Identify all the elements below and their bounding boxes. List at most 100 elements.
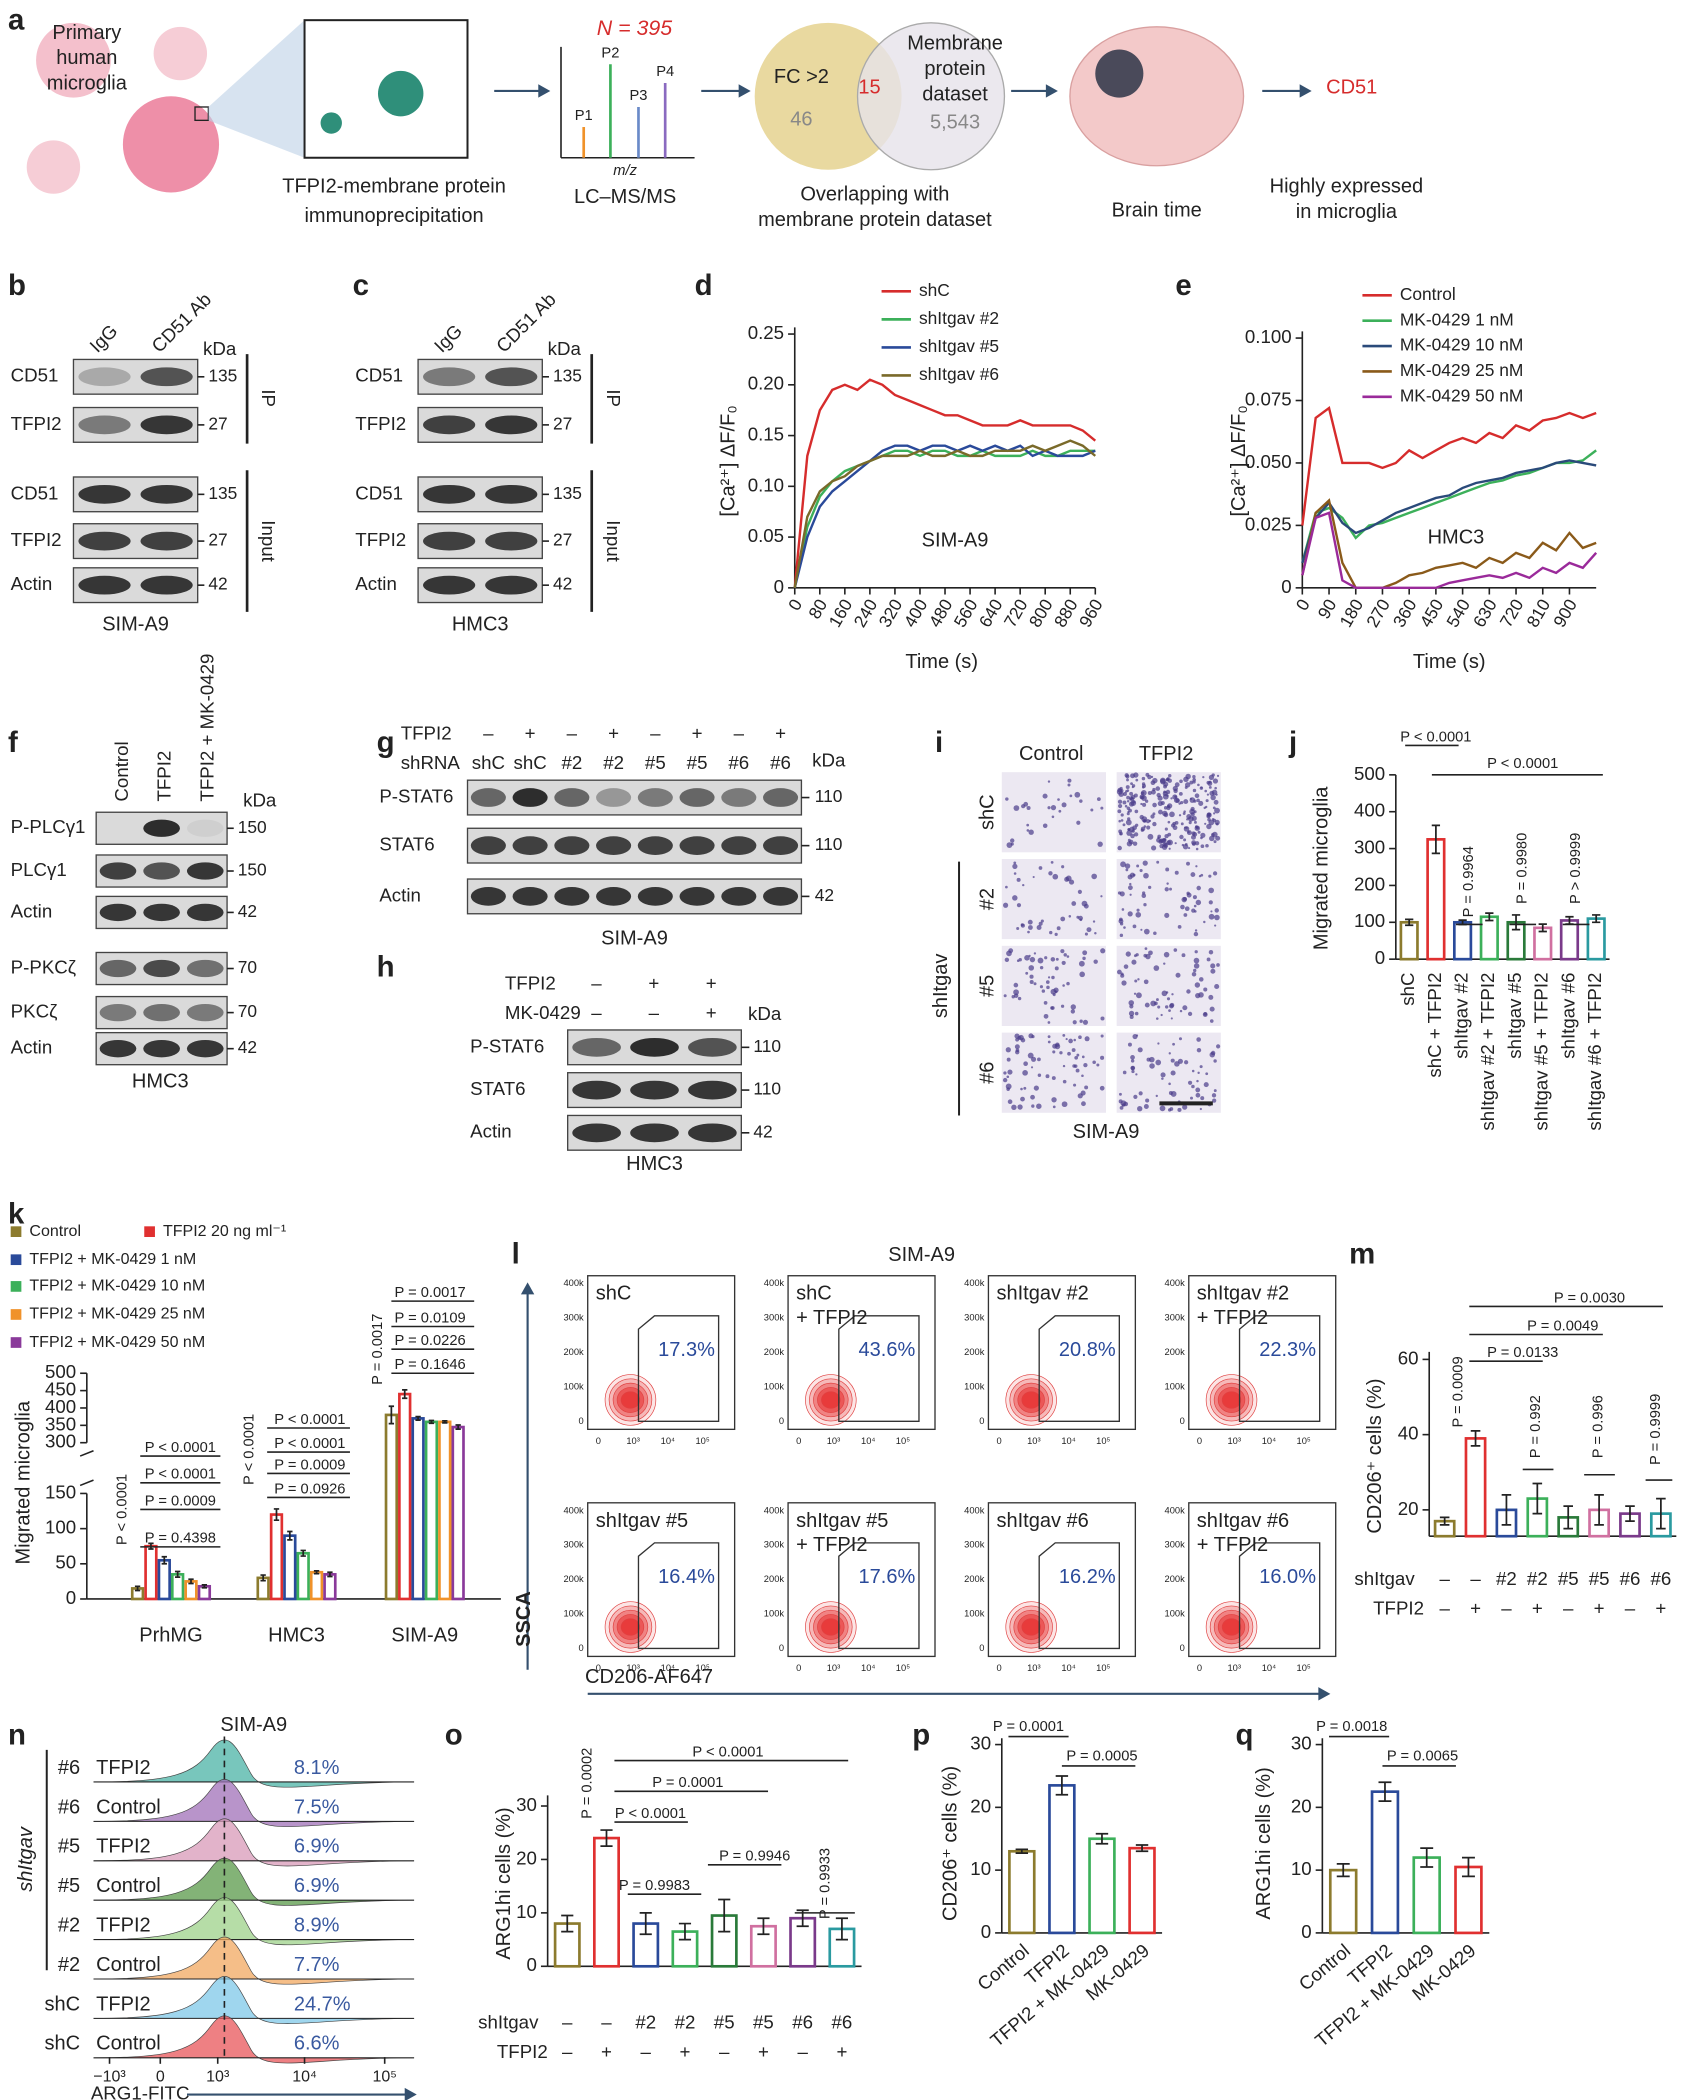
band <box>721 887 757 906</box>
y-axis-label: Migrated microglia <box>1311 786 1333 950</box>
cell-dot <box>1216 963 1220 967</box>
contour <box>1021 1391 1041 1409</box>
cell-dot <box>1128 1010 1135 1017</box>
row-label: shItgav <box>478 2012 539 2033</box>
cell-dot <box>1120 973 1125 978</box>
p-value: P = 0.0005 <box>1066 1748 1137 1764</box>
label: shRNA <box>401 752 461 773</box>
label: shItgav #2 <box>996 1283 1088 1305</box>
label: Control <box>111 741 132 801</box>
label: 200k <box>964 1574 985 1584</box>
cell-dot <box>1065 875 1072 882</box>
cell-dot <box>1214 983 1220 990</box>
cell-dot <box>1174 870 1179 875</box>
cell-dot <box>1126 812 1130 816</box>
label: – <box>591 1002 602 1023</box>
cell-dot <box>1170 1070 1176 1076</box>
cell-dot <box>1079 799 1083 803</box>
cell-dot <box>1044 956 1048 960</box>
cell-dot <box>1168 774 1172 778</box>
cell-dot <box>1197 783 1200 787</box>
cell-dot <box>1038 921 1043 926</box>
label: Actin <box>470 1121 512 1142</box>
label: microglia <box>47 73 128 95</box>
cell-dot <box>1214 786 1217 790</box>
label: SIM-A9 <box>220 1714 287 1736</box>
cell-dot <box>1168 1052 1171 1055</box>
cell-dot <box>1084 1085 1089 1090</box>
label: 42 <box>553 574 572 594</box>
cell-dot <box>1020 923 1025 928</box>
cell-dot <box>1118 1099 1123 1104</box>
cell-dot <box>1092 920 1096 923</box>
cell-dot <box>1172 785 1178 792</box>
bar <box>157 1558 171 1601</box>
error-bar <box>1431 824 1441 855</box>
cell-dot <box>1193 963 1200 969</box>
cell-dot <box>1183 913 1188 917</box>
cell-dot <box>1069 794 1073 798</box>
brain <box>1069 26 1245 167</box>
cell-dot <box>1061 865 1065 869</box>
cell-dot <box>1043 1001 1048 1005</box>
label: #6 <box>58 1796 80 1818</box>
label: 10⁴ <box>292 2067 317 2085</box>
label: 10⁵ <box>1096 1663 1110 1673</box>
cell-dot <box>1131 1069 1135 1074</box>
cell-dot <box>1074 1055 1079 1060</box>
label: 10³ <box>626 1436 640 1446</box>
flow-plot <box>1188 1275 1337 1431</box>
label: Input <box>258 520 279 562</box>
p-value: P = 0.0109 <box>394 1310 465 1326</box>
cell-dot <box>1031 1104 1035 1108</box>
label: + <box>648 972 659 993</box>
cell-dot <box>1006 1057 1011 1062</box>
cell-dot <box>1142 802 1147 807</box>
bar <box>451 1425 465 1601</box>
cell-dot <box>1194 910 1197 913</box>
cell-dot <box>1078 1035 1082 1040</box>
legend-label: TFPI2 + MK-0429 25 nM <box>29 1305 205 1323</box>
cell-dot <box>1152 821 1157 827</box>
cell-dot <box>1157 1042 1160 1045</box>
label: Brain time <box>1112 199 1202 221</box>
band <box>99 959 137 978</box>
label: 43.6% <box>859 1339 916 1361</box>
cell-dot <box>1007 1099 1013 1105</box>
band <box>679 788 715 807</box>
label: 20.8% <box>1059 1339 1116 1361</box>
p-value: P = 0.0926 <box>274 1481 345 1497</box>
cell-dot <box>1135 1073 1138 1076</box>
label: 300k <box>764 1313 785 1323</box>
cell-dot <box>1130 782 1133 786</box>
label: 135 <box>208 365 237 385</box>
cell-dot <box>1056 926 1061 931</box>
cell-dot <box>1143 872 1149 879</box>
label: 46 <box>790 109 812 131</box>
label: kDa <box>812 749 846 770</box>
bar <box>1399 920 1419 961</box>
cell-dot <box>1119 832 1122 836</box>
cell-dot <box>1125 785 1130 790</box>
y-tick-label: 30 <box>516 1794 537 1815</box>
cell-dot <box>1162 841 1168 847</box>
cell-dot <box>1200 832 1206 838</box>
cell-dot <box>1190 872 1196 877</box>
cell-dot <box>1127 810 1130 813</box>
cell-dot <box>1042 793 1048 799</box>
band <box>423 531 476 551</box>
x-tick-label: Control <box>1295 1940 1355 1995</box>
cell-dot <box>1125 819 1132 826</box>
cell-dot <box>1206 957 1211 962</box>
panel-label: i <box>935 726 943 759</box>
label: 400k <box>1165 1505 1186 1515</box>
x-tick-label: + <box>836 2041 847 2062</box>
label: kDa <box>548 338 582 359</box>
cell-dot <box>1214 914 1220 921</box>
cell-dot <box>1122 800 1127 805</box>
band <box>143 1040 180 1058</box>
cell-dot <box>1143 1104 1149 1109</box>
x-tick-label: #2 <box>1496 1568 1517 1589</box>
cell-dot <box>1130 773 1136 779</box>
label: 10⁴ <box>1262 1436 1276 1446</box>
